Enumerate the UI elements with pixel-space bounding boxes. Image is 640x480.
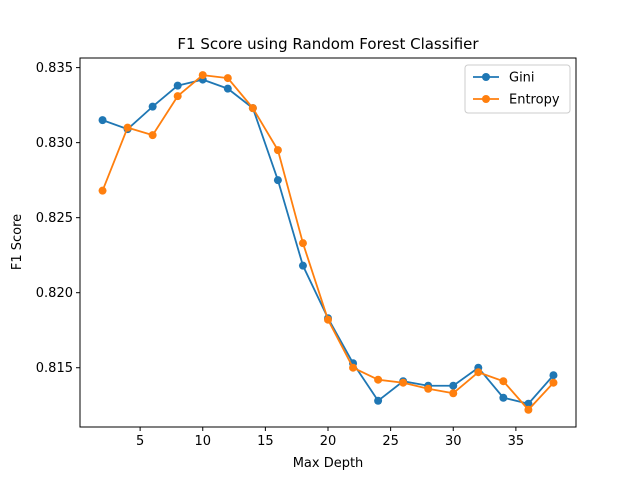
legend: Gini Entropy bbox=[464, 64, 571, 114]
data-point-gini bbox=[148, 102, 157, 111]
data-point-gini bbox=[449, 381, 458, 390]
data-point-entropy bbox=[198, 71, 207, 80]
data-point-gini bbox=[298, 261, 307, 270]
data-point-entropy bbox=[273, 146, 282, 155]
data-point-gini bbox=[524, 399, 533, 408]
data-point-entropy bbox=[499, 377, 508, 386]
data-point-entropy bbox=[98, 186, 107, 195]
data-point-entropy bbox=[474, 368, 483, 377]
data-point-entropy bbox=[148, 131, 157, 140]
y-tick-label: 0.830 bbox=[36, 136, 73, 151]
data-point-entropy bbox=[349, 363, 358, 372]
x-tick-label: 30 bbox=[445, 434, 462, 449]
axes-frame bbox=[79, 57, 577, 428]
data-point-entropy bbox=[123, 123, 132, 132]
y-tick-label: 0.835 bbox=[36, 61, 73, 76]
data-point-entropy bbox=[173, 92, 182, 101]
data-point-gini bbox=[173, 81, 182, 90]
chart-title: F1 Score using Random Forest Classifier bbox=[177, 35, 479, 53]
data-point-entropy bbox=[374, 375, 383, 384]
data-point-entropy bbox=[248, 104, 257, 113]
data-point-gini bbox=[273, 176, 282, 185]
legend-marker-gini bbox=[482, 73, 490, 81]
x-tick-label: 25 bbox=[382, 434, 399, 449]
data-point-entropy bbox=[449, 389, 458, 398]
data-point-entropy bbox=[324, 315, 332, 324]
x-tick-label: 35 bbox=[508, 434, 525, 449]
y-tick-label: 0.820 bbox=[36, 286, 73, 301]
x-tick-label: 10 bbox=[194, 434, 211, 449]
data-point-gini bbox=[549, 371, 558, 380]
x-tick-label: 20 bbox=[320, 434, 337, 449]
data-point-entropy bbox=[223, 74, 232, 83]
y-axis-label: F1 Score bbox=[10, 214, 25, 270]
data-point-gini bbox=[374, 396, 383, 405]
data-point-entropy bbox=[298, 239, 307, 248]
x-tick-label: 15 bbox=[257, 434, 274, 449]
data-point-entropy bbox=[549, 378, 558, 387]
data-point-entropy bbox=[524, 405, 533, 414]
data-point-gini bbox=[98, 116, 107, 125]
legend-label-gini: Gini bbox=[509, 71, 535, 86]
data-point-gini bbox=[499, 393, 508, 402]
data-point-entropy bbox=[424, 384, 433, 393]
x-axis-label: Max Depth bbox=[293, 456, 364, 471]
y-tick-label: 0.825 bbox=[36, 211, 73, 226]
x-tick-label: 5 bbox=[136, 434, 144, 449]
y-tick-label: 0.815 bbox=[36, 361, 73, 376]
plot-area: 5 10 15 20 25 30 35 0.815 0.820 0.825 0.830 0.835 bbox=[36, 57, 577, 449]
legend-marker-entropy bbox=[482, 95, 490, 103]
data-point-entropy bbox=[399, 378, 408, 387]
legend-label-entropy: Entropy bbox=[509, 93, 560, 108]
data-point-gini bbox=[223, 84, 232, 93]
